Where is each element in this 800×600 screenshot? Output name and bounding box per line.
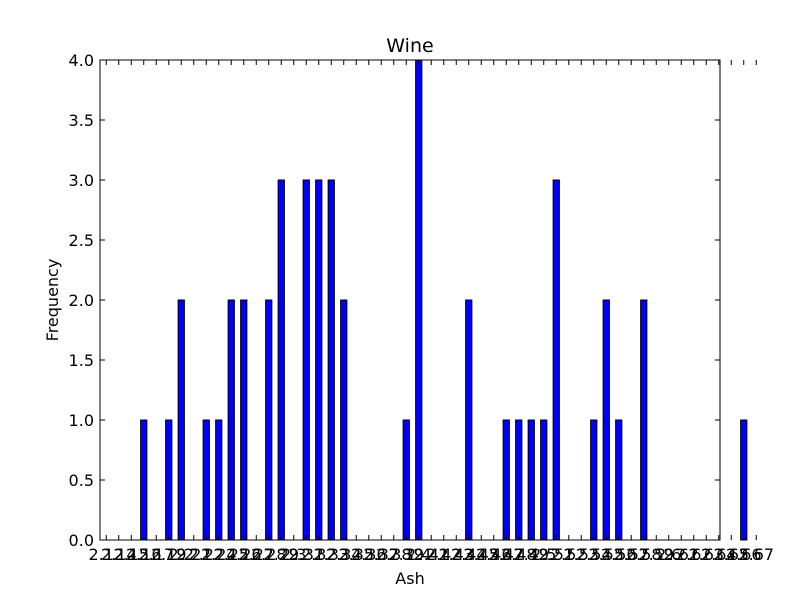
- x-tick-label: 2.51: [538, 545, 574, 564]
- x-tick-label: 2.12: [88, 545, 124, 564]
- bar-2.19: [165, 419, 173, 541]
- bar-2.26: [240, 299, 248, 541]
- x-tick-label: 2.53: [563, 545, 599, 564]
- x-tick-label: 2.44: [451, 545, 487, 564]
- plot-frame: [99, 59, 721, 541]
- bar-2.5: [540, 419, 548, 541]
- x-tick-label: 2.59: [638, 545, 674, 564]
- x-tick-label: 2.64: [701, 545, 737, 564]
- bar-2.51: [552, 179, 560, 541]
- x-tick-label: 2.56: [601, 545, 637, 564]
- bar-2.44: [465, 299, 473, 541]
- x-tick-label: 2.54: [576, 545, 612, 564]
- y-tick-label: 1.0: [69, 411, 94, 430]
- y-axis-ticks: 0.0 0.5 1.0 1.5 2.0 2.5 3.0 3.5 4.0: [69, 51, 720, 550]
- y-tick-label: 3.0: [69, 171, 94, 190]
- y-tick-label: 2.5: [69, 231, 94, 250]
- bar-2.24: [215, 419, 223, 541]
- x-tick-label: 2.62: [676, 545, 712, 564]
- bar-2.31: [302, 179, 310, 541]
- x-tick-label: 2.67: [738, 545, 774, 564]
- bar-2.33: [327, 179, 335, 541]
- x-tick-label: 2.58: [626, 545, 662, 564]
- x-tick-label: 2.63: [688, 545, 724, 564]
- x-tick-label: 2.47: [488, 545, 524, 564]
- bar-2.55: [602, 299, 610, 541]
- y-tick-label: 1.5: [69, 351, 94, 370]
- x-tick-label: 2.14: [101, 545, 137, 564]
- x-tick-label: 2.2: [169, 545, 194, 564]
- x-tick-label: 2.24: [201, 545, 237, 564]
- x-tick-label: 2.4: [406, 545, 431, 564]
- bar-2.22: [202, 419, 210, 541]
- bar-2.2: [177, 299, 185, 541]
- x-tick-label: 2.41: [413, 545, 449, 564]
- x-tick-label: 2.32: [301, 545, 337, 564]
- bar-2.56: [615, 419, 623, 541]
- bar-2.4: [415, 59, 423, 541]
- y-tick-label: 0.5: [69, 471, 94, 490]
- x-tick-label: 2.33: [313, 545, 349, 564]
- x-tick-label: 2.21: [176, 545, 212, 564]
- x-tick-label: 2.6: [656, 545, 681, 564]
- bar-2.47: [502, 419, 510, 541]
- x-tick-label: 2.34: [326, 545, 362, 564]
- x-tick-label: 2.27: [238, 545, 274, 564]
- bar-2.34: [340, 299, 348, 541]
- bars-group: [140, 59, 748, 541]
- bar-2.54: [590, 419, 598, 541]
- x-tick-label: 2.19: [151, 545, 187, 564]
- x-tick-label: 2.29: [263, 545, 299, 564]
- x-tick-label: 2.48: [501, 545, 537, 564]
- x-tick-label: 2.16: [126, 545, 162, 564]
- bar-2.48: [515, 419, 523, 541]
- y-tick-label: 0.0: [69, 531, 94, 550]
- x-tick-label: 2.42: [426, 545, 462, 564]
- x-tick-label: 2.17: [138, 545, 174, 564]
- bar-2.66: [740, 419, 748, 541]
- x-tick-label: 2.15: [113, 545, 149, 564]
- x-tick-label: 2.49: [513, 545, 549, 564]
- x-tick-label: 2.45: [463, 545, 499, 564]
- x-tick-label: 2.25: [213, 545, 249, 564]
- y-tick-label: 4.0: [69, 51, 94, 70]
- bar-2.28: [265, 299, 273, 541]
- x-tick-label: 2.22: [188, 545, 224, 564]
- x-tick-label: 2.66: [726, 545, 762, 564]
- bar-2.16: [140, 419, 148, 541]
- x-tick-label: 2.52: [551, 545, 587, 564]
- y-axis-label: Frequency: [43, 259, 62, 342]
- x-tick-label: 2.39: [388, 545, 424, 564]
- x-tick-label: 2.37: [363, 545, 399, 564]
- x-tick-label: 2.55: [588, 545, 624, 564]
- x-tick-label: 2.38: [376, 545, 412, 564]
- bar-2.32: [315, 179, 323, 541]
- x-tick-label: 2.35: [338, 545, 374, 564]
- x-tick-label: 2.57: [613, 545, 649, 564]
- x-tick-label: 2.31: [288, 545, 324, 564]
- x-tick-label: 2.46: [476, 545, 512, 564]
- x-tick-label: 2.65: [713, 545, 749, 564]
- bar-2.58: [640, 299, 648, 541]
- bar-2.39: [402, 419, 410, 541]
- x-tick-label: 2.61: [663, 545, 699, 564]
- x-tick-label: 2.36: [351, 545, 387, 564]
- x-tick-label: 2.43: [438, 545, 474, 564]
- y-tick-label: 2.0: [69, 291, 94, 310]
- x-axis-label: Ash: [395, 569, 424, 588]
- y-tick-label: 3.5: [69, 111, 94, 130]
- x-tick-label: 2.28: [251, 545, 287, 564]
- bar-2.29: [277, 179, 285, 541]
- bar-2.25: [227, 299, 235, 541]
- x-tick-label: 2.26: [226, 545, 262, 564]
- x-axis-ticks: 2.122.142.152.162.172.192.22.212.222.242…: [88, 60, 774, 564]
- bar-2.49: [527, 419, 535, 541]
- x-tick-label: 2.3: [281, 545, 306, 564]
- x-tick-label: 2.5: [531, 545, 556, 564]
- chart-title: Wine: [386, 35, 433, 57]
